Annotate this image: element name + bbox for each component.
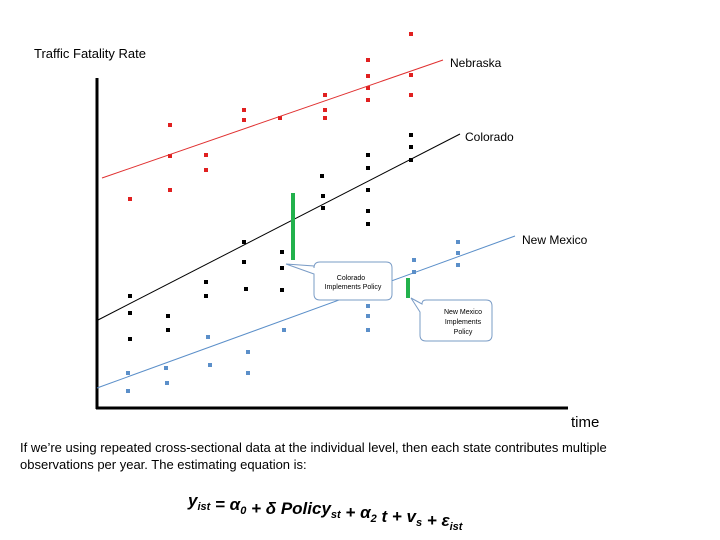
observation-point — [166, 314, 170, 318]
observation-point — [246, 371, 250, 375]
observation-point — [366, 304, 370, 308]
observation-point — [168, 123, 172, 127]
callout-text: Colorado — [337, 275, 366, 282]
observation-point — [409, 158, 413, 162]
new-mexico-line — [96, 235, 516, 389]
observation-point — [168, 188, 172, 192]
observation-point — [280, 288, 284, 292]
observation-point — [366, 74, 370, 78]
observation-point — [128, 197, 132, 201]
y-axis-label: Traffic Fatality Rate — [34, 46, 146, 61]
observation-point — [206, 335, 210, 339]
observation-point — [409, 93, 413, 97]
nebraska-line — [101, 59, 444, 179]
policy-jump — [291, 193, 295, 260]
observation-point — [409, 32, 413, 36]
observation-point — [164, 366, 168, 370]
caption: If we’re using repeated cross-sectional … — [20, 440, 607, 455]
equation-term: = α — [210, 495, 241, 514]
callout-text: Implements — [445, 319, 482, 326]
observation-point — [366, 328, 370, 332]
observation-point — [366, 222, 370, 226]
observation-point — [323, 93, 327, 97]
observation-point — [409, 145, 413, 149]
observation-point — [204, 168, 208, 172]
observation-point — [126, 371, 130, 375]
observation-point — [128, 294, 132, 298]
callout-text: Implements Policy — [325, 284, 382, 291]
callout-box — [285, 261, 393, 301]
equation-subscript: s — [416, 517, 422, 529]
observation-point — [244, 287, 248, 291]
colorado-line — [97, 133, 461, 321]
observation-point — [246, 350, 250, 354]
equation-term: + δ Policy — [246, 499, 332, 518]
observation-point — [366, 86, 370, 90]
observation-point — [366, 166, 370, 170]
observation-point — [321, 194, 325, 198]
observation-point — [323, 108, 327, 112]
equation: yist = α0 + δ Policyst + α2 t + vs + εis… — [187, 491, 464, 533]
observation-point — [204, 294, 208, 298]
observation-point — [366, 209, 370, 213]
observation-point — [208, 363, 212, 367]
observation-point — [366, 314, 370, 318]
observation-point — [126, 389, 130, 393]
equation-subscript: 2 — [370, 513, 377, 525]
observation-point — [409, 73, 413, 77]
equation-term: t + v — [377, 507, 418, 526]
observation-point — [456, 251, 460, 255]
observation-point — [366, 98, 370, 102]
observation-point — [128, 337, 132, 341]
equation-term: y — [187, 491, 199, 510]
equation-subscript: ist — [197, 501, 211, 513]
observation-point — [320, 174, 324, 178]
observation-point — [168, 154, 172, 158]
observation-point — [278, 116, 282, 120]
observation-point — [242, 260, 246, 264]
observation-point — [204, 280, 208, 284]
observation-point — [366, 153, 370, 157]
callout-text: Policy — [454, 329, 473, 336]
callout-text: New Mexico — [444, 309, 482, 316]
observation-point — [412, 270, 416, 274]
callout-box — [410, 297, 493, 342]
caption: observations per year. The estimating eq… — [20, 457, 307, 472]
equation-subscript: 0 — [240, 505, 247, 517]
observation-point — [366, 58, 370, 62]
observation-point — [204, 153, 208, 157]
equation-subscript: st — [331, 509, 342, 521]
observation-point — [128, 311, 132, 315]
observation-point — [456, 263, 460, 267]
points — [126, 32, 460, 393]
equation-subscript: ist — [450, 521, 464, 533]
equation-term: + α — [341, 503, 372, 522]
line-label: Nebraska — [450, 56, 502, 70]
observation-point — [321, 206, 325, 210]
observation-point — [242, 108, 246, 112]
equation-term: + ε — [422, 511, 450, 530]
observation-point — [409, 133, 413, 137]
observation-point — [165, 381, 169, 385]
observation-point — [366, 188, 370, 192]
policy-jump — [406, 278, 410, 298]
observation-point — [456, 240, 460, 244]
observation-point — [166, 328, 170, 332]
observation-point — [412, 258, 416, 262]
line-label: Colorado — [465, 130, 514, 144]
observation-point — [323, 116, 327, 120]
x-axis-label: time — [571, 414, 599, 431]
observation-point — [280, 266, 284, 270]
observation-point — [242, 240, 246, 244]
observation-point — [282, 328, 286, 332]
observation-point — [242, 118, 246, 122]
line-label: New Mexico — [522, 233, 588, 247]
observation-point — [280, 250, 284, 254]
